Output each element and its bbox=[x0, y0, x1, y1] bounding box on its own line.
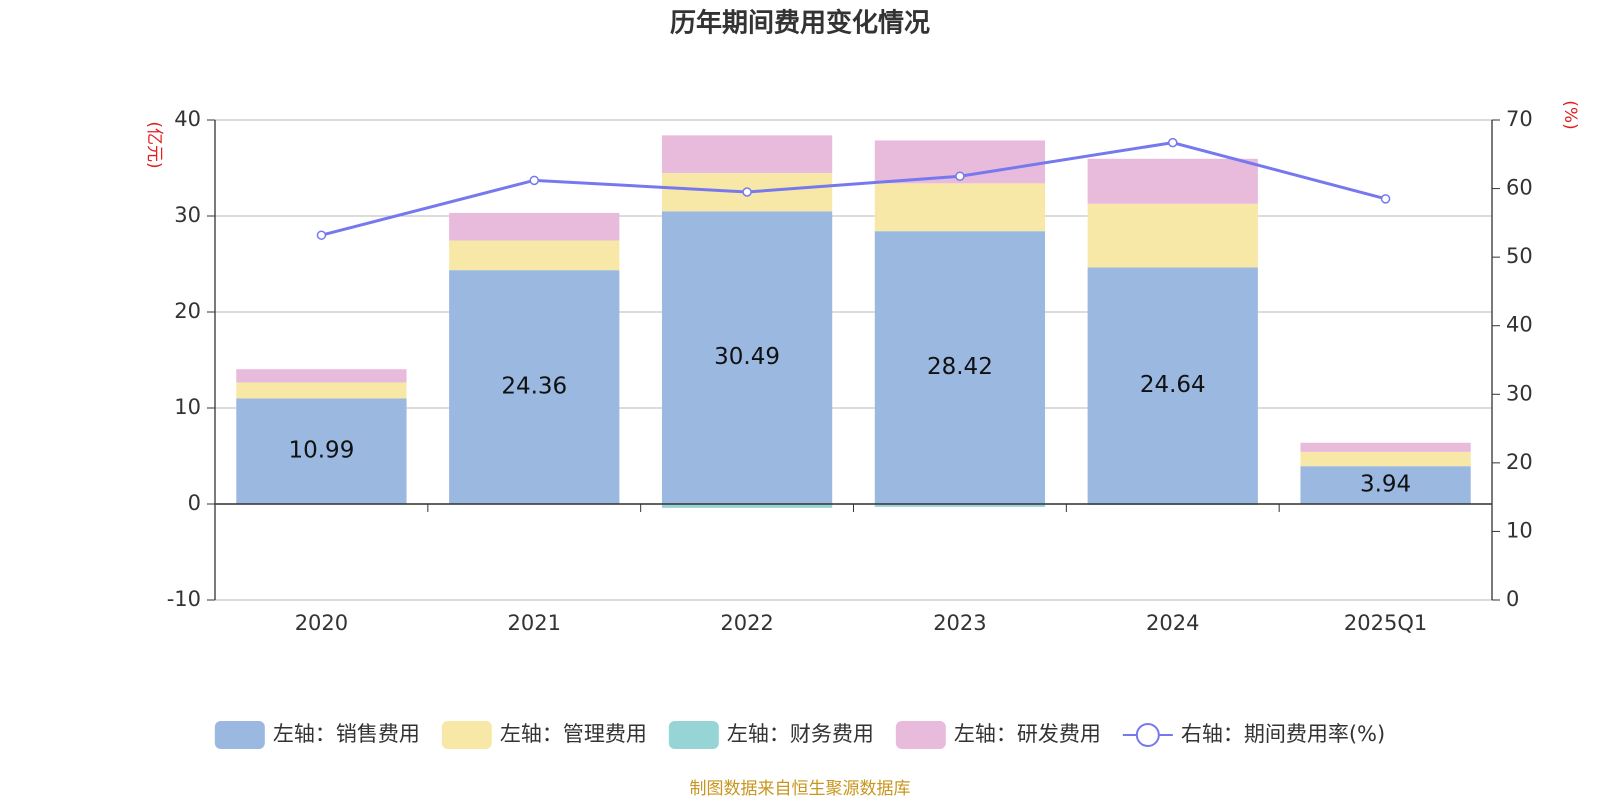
bar bbox=[236, 398, 407, 504]
bar bbox=[874, 231, 1046, 504]
legend-label: 右轴：期间费用率(%) bbox=[1181, 722, 1385, 746]
x-tick-label: 2025Q1 bbox=[1344, 611, 1427, 635]
y2-tick-label: 30 bbox=[1506, 381, 1533, 405]
y2-tick-label: 10 bbox=[1506, 518, 1533, 542]
bar bbox=[874, 183, 1046, 232]
bar bbox=[1087, 203, 1258, 268]
line-point bbox=[1380, 194, 1391, 204]
y2-tick-label: 20 bbox=[1506, 450, 1533, 474]
legend-marker bbox=[441, 721, 492, 749]
bar bbox=[449, 212, 620, 241]
bar bbox=[236, 369, 407, 383]
legend-marker bbox=[214, 721, 265, 749]
chart-title: 历年期间费用变化情况 bbox=[670, 8, 930, 39]
y-tick-label: 10 bbox=[174, 395, 201, 419]
bar bbox=[449, 270, 620, 504]
bar bbox=[661, 211, 833, 504]
data-label: 28.42 bbox=[927, 354, 993, 380]
y2-tick-label: 50 bbox=[1506, 244, 1533, 268]
x-tick-label: 2024 bbox=[1146, 611, 1199, 635]
x-tick-label: 2020 bbox=[295, 611, 348, 635]
data-label: 3.94 bbox=[1360, 472, 1411, 498]
x-tick-label: 2022 bbox=[720, 611, 773, 635]
y-tick-label: 30 bbox=[174, 203, 201, 227]
bar bbox=[661, 135, 833, 174]
line-point bbox=[742, 187, 752, 197]
y2-tick-label: 60 bbox=[1506, 176, 1533, 200]
y-tick-label: -10 bbox=[167, 587, 201, 611]
legend-label: 左轴：销售费用 bbox=[273, 722, 420, 746]
x-tick-label: 2023 bbox=[933, 611, 986, 635]
bar bbox=[1300, 442, 1471, 452]
line bbox=[321, 141, 1386, 237]
line-point bbox=[1168, 137, 1178, 148]
y2-tick-label: 70 bbox=[1506, 107, 1533, 131]
data-label: 10.99 bbox=[288, 438, 354, 464]
y2-tick-label: 0 bbox=[1506, 587, 1519, 611]
data-label: 24.64 bbox=[1140, 372, 1206, 398]
y-tick-label: 0 bbox=[188, 491, 201, 515]
data-label: 24.36 bbox=[501, 374, 567, 400]
x-tick-label: 2021 bbox=[508, 611, 561, 635]
legend-marker bbox=[668, 721, 719, 749]
bar bbox=[874, 504, 1046, 507]
line-point bbox=[316, 230, 327, 240]
bar bbox=[1087, 267, 1258, 504]
legend-label: 左轴：管理费用 bbox=[500, 722, 647, 746]
legend-label: 左轴：研发费用 bbox=[954, 722, 1101, 746]
bar bbox=[661, 504, 833, 508]
legend-label: 左轴：财务费用 bbox=[727, 722, 874, 746]
y-axis-label: (亿元) bbox=[144, 121, 164, 168]
bar bbox=[1087, 158, 1258, 204]
bar bbox=[1300, 451, 1471, 467]
line-point bbox=[529, 175, 539, 186]
data-label: 30.49 bbox=[714, 344, 780, 370]
bar bbox=[236, 382, 407, 399]
legend-marker bbox=[895, 721, 946, 749]
bar bbox=[1300, 466, 1471, 504]
y-tick-label: 20 bbox=[174, 299, 201, 323]
bar bbox=[449, 240, 620, 271]
y2-tick-label: 40 bbox=[1506, 313, 1533, 337]
source-note: 制图数据来自恒生聚源数据库 bbox=[690, 779, 911, 799]
legend-marker bbox=[1135, 723, 1160, 747]
y-tick-label: 40 bbox=[174, 107, 201, 131]
line-point bbox=[955, 171, 965, 181]
y2-axis-label: (%) bbox=[1560, 100, 1580, 129]
